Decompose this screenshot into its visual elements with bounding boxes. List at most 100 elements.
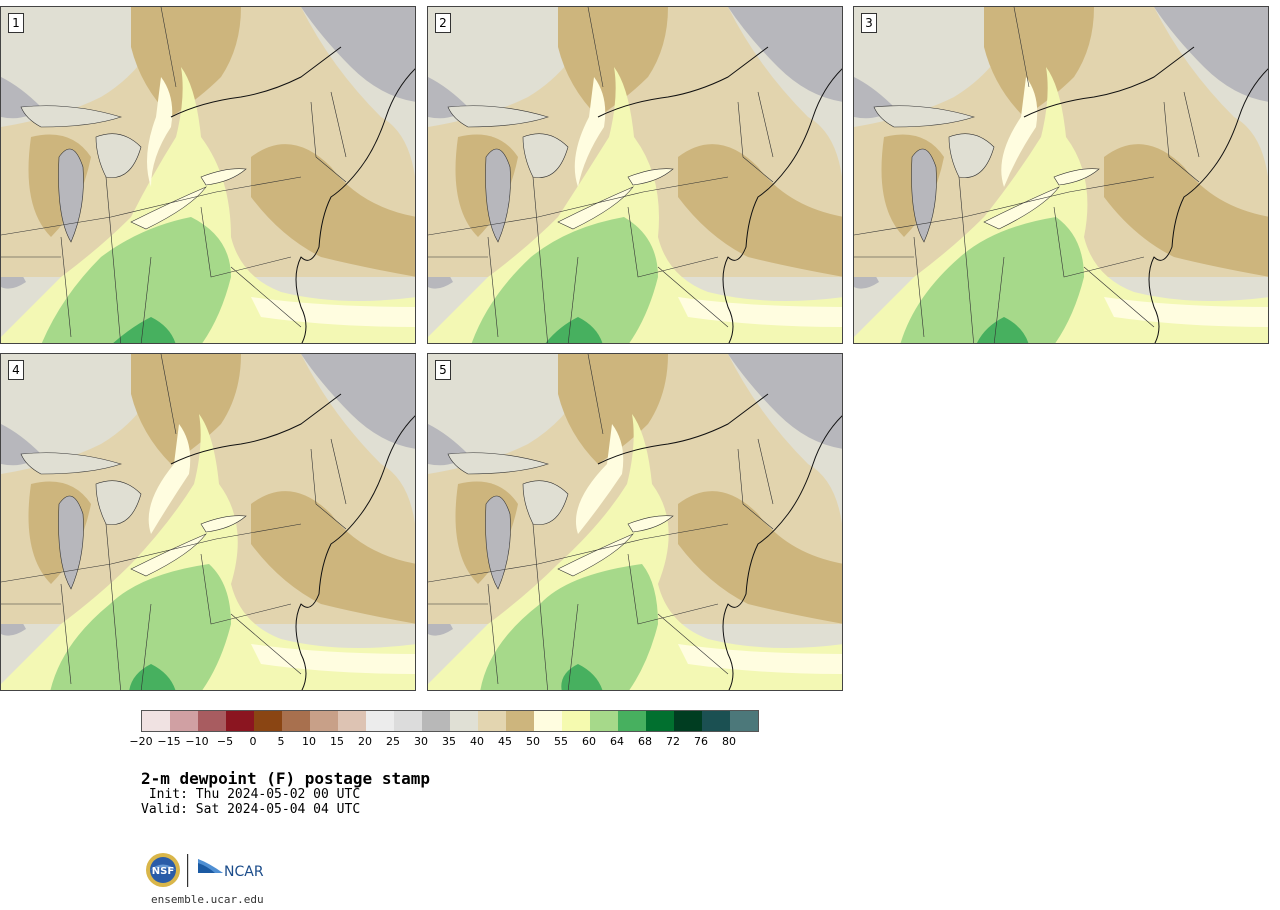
website-url: ensemble.ucar.edu: [151, 893, 264, 906]
colorbar-tick-label: 64: [610, 735, 624, 748]
border-line: [532, 523, 548, 690]
lake-erie-shape: [130, 186, 207, 230]
colorbar-tick-label: −15: [157, 735, 181, 748]
colorbar-tick-label: 80: [722, 735, 736, 748]
dewpoint-50s-region: [575, 424, 624, 534]
border-line: [105, 176, 121, 343]
border-line: [200, 206, 292, 278]
colorbar-swatch: [702, 711, 730, 731]
map-panel-4: 4: [0, 353, 416, 691]
lake-erie-shape: [130, 533, 207, 577]
lake-superior-shape: [20, 452, 122, 475]
colorbar-swatch: [534, 711, 562, 731]
dewpoint-40s-region: [558, 354, 668, 464]
colorbar-tick-label: −20: [129, 735, 153, 748]
panel-label: 5: [435, 360, 451, 380]
panel-label: 2: [435, 13, 451, 33]
colorbar-swatch: [310, 711, 338, 731]
colorbar-tick-label: 0: [249, 735, 257, 748]
border-line: [1183, 91, 1200, 158]
border-line: [657, 266, 729, 328]
border-line: [1053, 206, 1145, 278]
lake-ontario-shape: [200, 515, 247, 533]
colorbar-swatch: [674, 711, 702, 731]
colorbar-swatch: [282, 711, 310, 731]
border-line: [737, 101, 774, 183]
colorbar-swatch: [170, 711, 198, 731]
lake-erie-shape: [983, 186, 1060, 230]
lake-huron-shape: [522, 480, 569, 525]
border-line: [310, 101, 347, 183]
coastline-line: [722, 68, 842, 343]
border-line: [105, 523, 121, 690]
dewpoint-40s-region: [251, 144, 415, 277]
st-lawrence-line: [1023, 46, 1195, 118]
colorbar-swatch: [450, 711, 478, 731]
colorbar-tick-label: 25: [386, 735, 400, 748]
nsf-logo-text: NSF: [152, 866, 174, 877]
border-line: [913, 236, 925, 338]
border-line: [428, 523, 729, 583]
dry-air-region: [1154, 7, 1268, 102]
lake-ontario-shape: [627, 515, 674, 533]
border-line: [587, 354, 604, 435]
lake-ontario-shape: [1053, 168, 1100, 186]
border-line: [532, 176, 548, 343]
colorbar-ticks: −20 −15 −10 −5 0 5 10 15 20 25 30 35 40 45 50 55 60 64 68 7…: [129, 731, 761, 751]
dewpoint-60s-region: [50, 564, 231, 690]
colorbar-swatch: [254, 711, 282, 731]
map-panel-3: 3: [853, 6, 1269, 344]
colorbar-tick-label: 72: [666, 735, 680, 748]
lake-michigan-shape: [911, 148, 937, 243]
dewpoint-map-5: [428, 354, 842, 690]
init-time: Init: Thu 2024-05-02 00 UTC: [141, 787, 361, 802]
dewpoint-50s-region: [1001, 77, 1038, 187]
coastline-line: [1148, 68, 1268, 343]
ncar-logo-icon: NCAR: [198, 859, 264, 880]
lake-superior-shape: [447, 452, 549, 475]
lake-huron-shape: [948, 133, 995, 178]
dewpoint-40s-region: [1104, 144, 1268, 277]
dry-air-region: [728, 7, 842, 102]
colorbar-swatch: [590, 711, 618, 731]
figure-title: 2-m dewpoint (F) postage stamp: [141, 769, 430, 788]
colorbar-tick-label: 30: [414, 735, 428, 748]
dewpoint-40s-region: [558, 7, 668, 117]
colorbar-tick-label: −5: [216, 735, 234, 748]
border-line: [60, 583, 72, 685]
border-line: [140, 256, 152, 343]
colorbar-tick-label: −10: [185, 735, 209, 748]
coastline-line: [295, 68, 415, 343]
border-line: [160, 354, 177, 435]
border-line: [140, 603, 152, 690]
border-line: [627, 553, 719, 625]
map-panel-1: 1: [0, 6, 416, 344]
lake-michigan-shape: [485, 148, 511, 243]
panel-label: 3: [861, 13, 877, 33]
colorbar-tick-label: 45: [498, 735, 512, 748]
border-line: [757, 91, 774, 158]
border-line: [230, 266, 302, 328]
colorbar-tick-label: 50: [526, 735, 540, 748]
map-panel-2: 2: [427, 6, 843, 344]
dewpoint-40s-region: [678, 491, 842, 624]
border-line: [958, 176, 974, 343]
dry-air-region: [728, 354, 842, 449]
border-line: [1163, 101, 1200, 183]
colorbar-swatch: [506, 711, 534, 731]
lake-superior-shape: [873, 105, 975, 128]
dewpoint-64plus-region: [545, 317, 603, 343]
colorbar-tick-label: 35: [442, 735, 456, 748]
colorbar-swatch: [142, 711, 170, 731]
dewpoint-50s-region: [147, 77, 173, 187]
dewpoint-60s-region: [480, 564, 658, 690]
dewpoint-40s-region: [251, 491, 415, 624]
border-line: [330, 91, 347, 158]
map-panel-5: 5: [427, 353, 843, 691]
border-line: [1013, 7, 1030, 88]
colorbar-swatch: [422, 711, 450, 731]
valid-time: Valid: Sat 2024-05-04 04 UTC: [141, 802, 361, 817]
dewpoint-50s-region: [574, 77, 606, 187]
dewpoint-64plus-region: [129, 664, 176, 690]
colorbar-swatch: [394, 711, 422, 731]
